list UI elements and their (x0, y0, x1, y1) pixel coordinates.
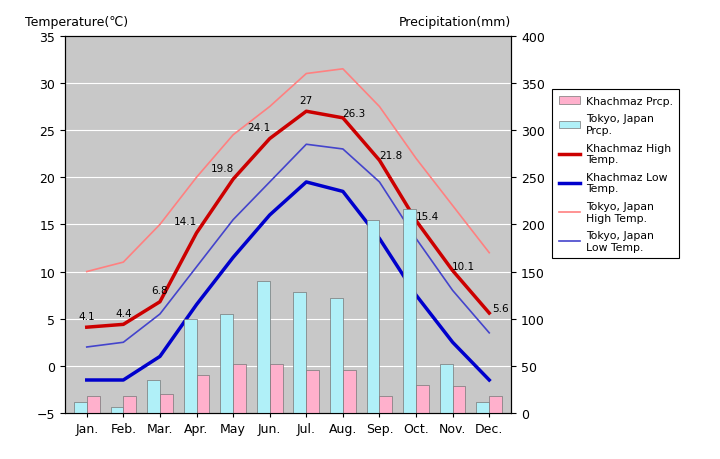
Bar (477, 402, 490, 413)
Text: 15.4: 15.4 (415, 211, 438, 221)
Text: 21.8: 21.8 (379, 151, 402, 161)
Bar (74, 402, 86, 413)
Bar (490, 396, 502, 413)
Text: 4.1: 4.1 (78, 311, 95, 321)
Bar (453, 386, 465, 413)
Text: 24.1: 24.1 (247, 123, 270, 133)
Bar (270, 364, 282, 413)
Bar (233, 364, 246, 413)
Bar (197, 375, 210, 413)
Bar (403, 210, 416, 413)
Bar (416, 385, 429, 413)
Text: 26.3: 26.3 (342, 109, 366, 118)
Text: Temperature(℃): Temperature(℃) (24, 16, 127, 29)
Bar (379, 396, 392, 413)
Bar (184, 319, 197, 413)
Legend: Khachmaz Prcp., Tokyo, Japan
Prcp., Khachmaz High
Temp., Khachmaz Low
Temp., Tok: Khachmaz Prcp., Tokyo, Japan Prcp., Khac… (552, 90, 679, 259)
Text: 14.1: 14.1 (174, 217, 197, 227)
Bar (343, 370, 356, 413)
Text: 19.8: 19.8 (210, 163, 234, 173)
Text: 4.4: 4.4 (115, 308, 132, 318)
Bar (111, 408, 123, 413)
Bar (220, 314, 233, 413)
Bar (147, 380, 160, 413)
Bar (86, 396, 99, 413)
Text: 6.8: 6.8 (152, 285, 168, 296)
Text: 27: 27 (300, 95, 313, 106)
Text: Precipitation(mm): Precipitation(mm) (399, 16, 511, 29)
Bar (160, 394, 173, 413)
Bar (294, 293, 306, 413)
Bar (440, 364, 453, 413)
Bar (366, 220, 379, 413)
Bar (257, 281, 270, 413)
Text: 10.1: 10.1 (452, 261, 475, 271)
Bar (123, 396, 136, 413)
Bar (306, 370, 319, 413)
Bar (330, 298, 343, 413)
Text: 5.6: 5.6 (492, 303, 508, 313)
